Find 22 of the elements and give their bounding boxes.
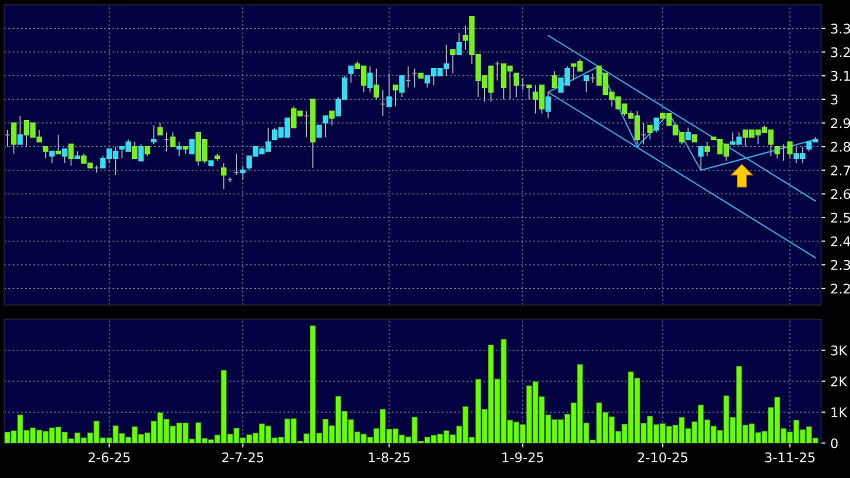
x-tick-label: 1-8-25 — [369, 452, 410, 462]
y-tick-label: 2.6 — [831, 189, 850, 200]
y-tick-label: 2.4 — [831, 236, 850, 246]
x-tick-label: 2-7-25 — [222, 452, 264, 462]
y-tick-label: 3K — [831, 345, 848, 356]
y-tick-label: 2.8 — [831, 142, 850, 152]
y-tick-label: 0 — [831, 438, 838, 448]
x-tick-label: 2-6-25 — [88, 452, 130, 462]
y-tick-label: 3.3 — [831, 24, 850, 34]
x-tick-label: 3-11-25 — [765, 452, 815, 462]
y-tick-label: 3.1 — [831, 70, 850, 81]
y-tick-label: 2K — [831, 376, 848, 386]
y-tick-label: 2.7 — [831, 165, 850, 176]
x-tick-label: 2-10-25 — [638, 452, 688, 462]
y-tick-label: 1K — [832, 408, 848, 418]
y-tick-label: 3.2 — [831, 47, 850, 58]
y-tick-label: 3 — [831, 94, 838, 105]
y-tick-label: 2.9 — [831, 118, 850, 128]
y-tick-label: 2.3 — [831, 260, 850, 270]
x-tick-label: 1-9-25 — [502, 452, 544, 462]
y-tick-label: 2.5 — [831, 212, 850, 223]
y-tick-label: 2.2 — [831, 284, 850, 294]
